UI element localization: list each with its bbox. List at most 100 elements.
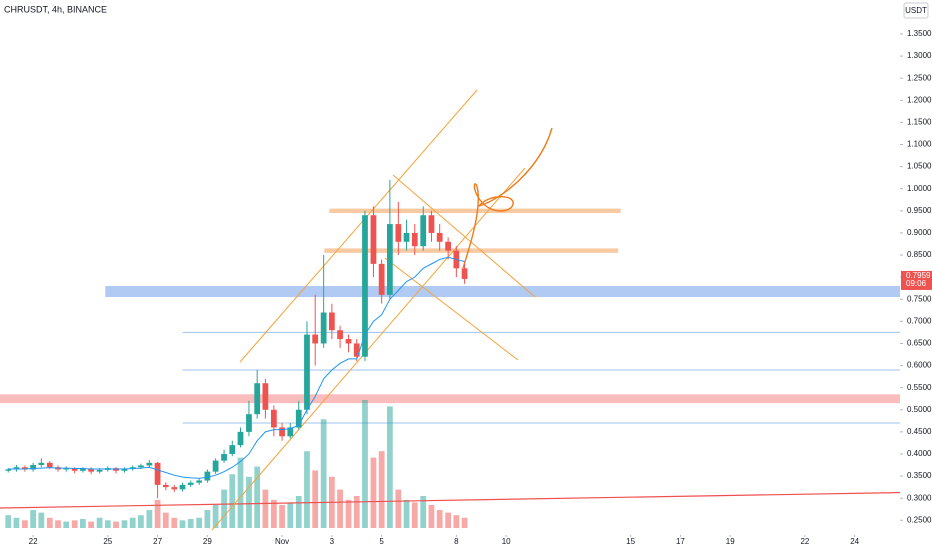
candle-body	[287, 427, 294, 437]
x-tick-label: 24	[850, 537, 859, 546]
candle-body	[411, 232, 418, 247]
candle-body	[187, 482, 194, 485]
volume-bar	[55, 520, 61, 528]
last-time: 09:06	[906, 279, 927, 288]
volume-bar	[221, 489, 227, 528]
y-tick-label: 0.6000	[907, 361, 932, 370]
y-tick-label: 1.2500	[907, 73, 932, 82]
y-tick-label: 1.3500	[907, 29, 932, 38]
volume-bar	[63, 521, 70, 528]
volume-bar	[187, 519, 194, 528]
volume-bar	[38, 512, 45, 528]
volume-bar	[461, 517, 468, 528]
candle-body	[46, 462, 53, 468]
candle-body	[378, 263, 385, 295]
currency: USDT	[905, 6, 927, 15]
candle-body	[428, 215, 435, 233]
volume-bar	[46, 517, 53, 528]
x-tick-label: 3	[330, 537, 335, 546]
y-tick-label: 1.0000	[907, 184, 932, 193]
x-tick-label: Nov	[275, 537, 289, 546]
volume-bar	[387, 406, 393, 528]
volume-bar	[13, 517, 20, 528]
chart-title: CHRUSDT, 4h, BINANCE	[4, 4, 107, 14]
drawings	[0, 208, 900, 424]
candle-body	[237, 431, 244, 446]
volume-bar	[420, 496, 427, 528]
volume-bar	[362, 400, 368, 528]
volume-bar	[96, 517, 103, 528]
x-tick-label: 22	[800, 537, 809, 546]
volume-bar	[88, 521, 94, 528]
x-tick-label: 19	[726, 537, 735, 546]
y-tick-label: 1.2000	[907, 95, 932, 104]
volume-bar	[295, 496, 302, 528]
trend-line	[0, 491, 932, 509]
volume-bar	[304, 451, 310, 528]
candle-body	[13, 467, 20, 470]
y-tick-label: 0.9000	[907, 228, 932, 237]
candle-body	[88, 468, 94, 472]
x-tick-label: 10	[502, 537, 511, 546]
volume-bar	[138, 515, 144, 528]
volume-bar	[80, 519, 86, 528]
volume-bar	[395, 489, 402, 528]
channel-line	[384, 257, 519, 361]
x-tick-label: 29	[203, 537, 212, 546]
x-tick-label: 17	[676, 537, 685, 546]
volume-bar	[104, 520, 111, 528]
candle-body	[179, 484, 186, 490]
moving-average	[8, 256, 465, 479]
y-tick-label: 1.1500	[907, 118, 932, 127]
volume-bar	[370, 457, 377, 528]
volume-bar	[262, 489, 269, 528]
y-tick-label: 0.2500	[907, 515, 932, 524]
volume-bar	[312, 470, 319, 528]
candle-body	[445, 241, 452, 251]
volume-bar	[229, 474, 236, 528]
candle-body	[146, 462, 153, 466]
volume-bar	[436, 510, 443, 528]
candle-body	[212, 460, 219, 472]
candle-body	[362, 215, 368, 357]
candle-body	[229, 445, 236, 454]
volume-bar	[411, 502, 418, 528]
candle-body	[295, 409, 302, 428]
candle-body	[370, 215, 377, 264]
volume-bar	[403, 499, 410, 528]
candle-body	[246, 414, 252, 432]
candle-body	[345, 339, 352, 344]
volume-bar	[30, 510, 36, 528]
volume-bar	[345, 499, 352, 528]
x-tick-label: 15	[626, 537, 635, 546]
x-tick-label: 25	[103, 537, 112, 546]
y-tick-label: 1.3000	[907, 51, 932, 60]
candle-body	[204, 471, 211, 481]
volume-bar	[113, 521, 119, 528]
candle-body	[154, 462, 161, 485]
volume-bar	[196, 517, 203, 528]
volume-bar	[22, 520, 28, 528]
x-tick-label: 27	[153, 537, 162, 546]
volume-bar	[5, 515, 12, 528]
candle-body	[328, 312, 335, 331]
candle-body	[254, 383, 261, 415]
candle-body	[320, 312, 327, 344]
volume-bar	[320, 419, 327, 528]
volume	[5, 400, 468, 528]
y-tick-label: 0.6500	[907, 339, 932, 348]
candle-body	[162, 484, 169, 488]
currency-box[interactable]	[903, 2, 929, 19]
y-tick-label: 0.5500	[907, 383, 932, 392]
candle-body	[138, 465, 144, 468]
candle-body	[337, 330, 343, 340]
volume-bar	[246, 476, 252, 528]
last-price: 0.7959	[906, 271, 931, 280]
volume-bar	[279, 504, 285, 528]
candle-body	[420, 215, 427, 247]
volume-bar	[353, 496, 360, 528]
channel-line	[211, 167, 526, 531]
volume-bar	[162, 512, 169, 528]
channel-line	[392, 174, 536, 298]
